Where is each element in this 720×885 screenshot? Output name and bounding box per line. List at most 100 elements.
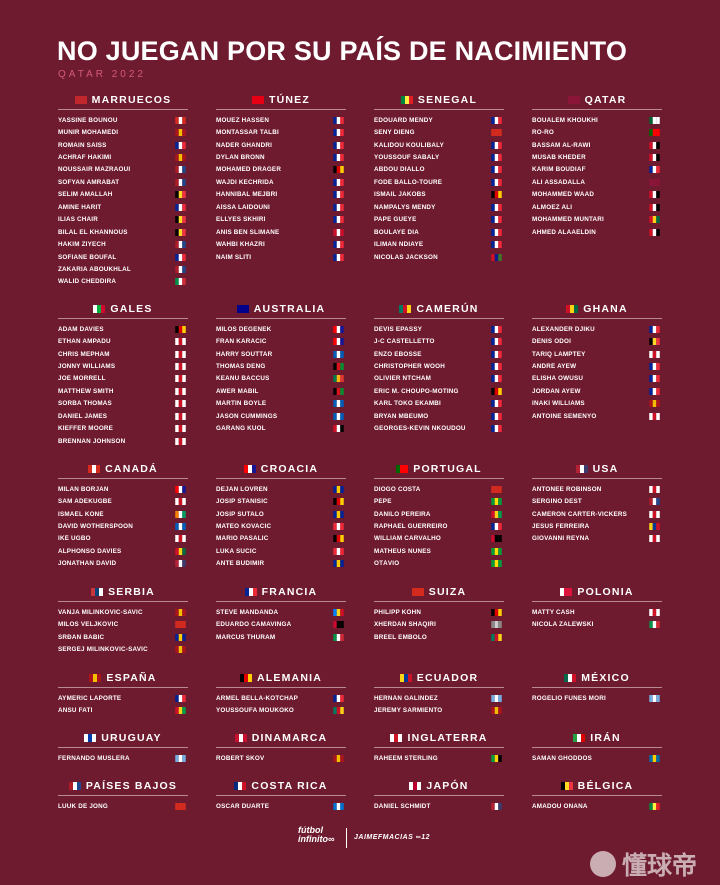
team-name: JAPÓN: [426, 780, 469, 792]
player-name: JONATHAN DAVID: [58, 560, 117, 568]
flag-icon: [175, 621, 186, 629]
player-row: BRYAN MBEUMO: [374, 410, 504, 422]
player-name: GARANG KUOL: [216, 425, 266, 433]
player-name: SERGIÑO DEST: [532, 498, 582, 506]
team-block: CROACIA DEJAN LOVREN JOSIP STANIŠIĆ JOSIP Š…: [216, 462, 346, 570]
player-row: SENY DIENG: [374, 126, 504, 138]
player-name: MILAN BORJAN: [58, 485, 109, 493]
flag-icon: [175, 154, 186, 162]
player-name: BREEL EMBOLO: [374, 633, 428, 641]
player-name: YASSINE BOUNOU: [58, 116, 118, 124]
player-name: ÉDOUARD MENDY: [374, 116, 433, 124]
flag-icon: [566, 305, 579, 313]
flag-icon: [560, 782, 573, 790]
player-name: CHRISTOPHER WOOH: [374, 363, 445, 371]
player-row: NAÏM SLITI: [216, 251, 346, 263]
player-row: ALI ASSADALLA: [532, 176, 662, 188]
player-row: STEVE MANDANDA: [216, 606, 346, 618]
player-name: AMINE HARIT: [58, 203, 102, 211]
flag-icon: [333, 141, 344, 149]
flag-icon: [333, 802, 344, 810]
player-name: ROMAIN SAÏSS: [58, 141, 107, 149]
flag-icon: [333, 350, 344, 358]
flag-icon: [564, 674, 577, 682]
team-header: POLONIA: [532, 585, 662, 602]
team-block: ESPAÑA AYMERIC LAPORTE ANSU FATI: [58, 671, 188, 717]
flag-icon: [333, 363, 344, 371]
player-row: ILIAS CHAIR: [58, 214, 188, 226]
team-block: USA ANTONEE ROBINSON SERGIÑO DEST CAMERON C…: [532, 462, 662, 545]
flag-icon: [175, 412, 186, 420]
player-row: SERGEJ MILINKOVIĆ-SAVIĆ: [58, 643, 188, 655]
player-row: KALIDOU KOULIBALY: [374, 139, 504, 151]
flag-icon: [333, 754, 344, 762]
flag-icon: [333, 191, 344, 199]
flag-icon: [175, 203, 186, 211]
player-name: SELIM AMALLAH: [58, 191, 113, 199]
player-name: WILLIAM CARVALHO: [374, 535, 441, 543]
flag-icon: [491, 387, 502, 395]
flag-icon: [175, 350, 186, 358]
team-name: MÉXICO: [581, 672, 630, 684]
player-name: ALI ASSADALLA: [532, 178, 586, 186]
team-block: GALES ADAM DAVIES ETHAN AMPADU CHRIS MEPHAM…: [58, 302, 188, 447]
player-name: FODÉ BALLO-TOURÉ: [374, 178, 443, 186]
flag-icon: [175, 707, 186, 715]
flag-icon: [491, 191, 502, 199]
player-row: VANJA MILINKOVIĆ-SAVIĆ: [58, 606, 188, 618]
player-row: J-C CASTELLETTO: [374, 335, 504, 347]
player-row: ADAM DAVIES: [58, 323, 188, 335]
flag-icon: [333, 241, 344, 249]
team-block: MARRUECOS YASSINE BOUNOU MUNIR MOHAMEDI ROM…: [58, 93, 188, 288]
flag-icon: [89, 674, 102, 682]
player-name: TARIQ LAMPTEY: [532, 350, 586, 358]
player-name: MARTIN BOYLE: [216, 400, 267, 408]
team-name: SENEGAL: [417, 94, 478, 106]
flag-icon: [175, 754, 186, 762]
watermark: 懂球帝: [590, 846, 697, 882]
player-name: DIOGO COSTA: [374, 485, 421, 493]
flag-icon: [175, 363, 186, 371]
player-row: EDUARDO CAMAVINGA: [216, 618, 346, 630]
player-name: STEVE MANDANDA: [216, 608, 279, 616]
player-name: ERIC M. CHOUPO-MOTING: [374, 387, 459, 395]
player-name: MATHEUS NUNES: [374, 547, 432, 555]
player-row: AÏSSA LAÏDOUNI: [216, 201, 346, 213]
player-row: RAPHAËL GUERREIRO: [374, 520, 504, 532]
player-name: HERNÁN GALÍNDEZ: [374, 694, 438, 702]
player-name: MATEO KOVAČIĆ: [216, 523, 272, 531]
player-name: ABDOU DIALLO: [374, 166, 425, 174]
team-name: ALEMANIA: [256, 672, 322, 684]
player-row: ACHRAF HAKIMI: [58, 151, 188, 163]
flag-icon: [333, 694, 344, 702]
player-name: KARIM BOUDIAF: [532, 166, 586, 174]
flag-icon: [399, 305, 412, 313]
player-name: ISMAIL JAKOBS: [374, 191, 426, 199]
team-name: CANADÁ: [105, 463, 158, 475]
flag-icon: [88, 465, 101, 473]
player-row: DEVIS EPASSY: [374, 323, 504, 335]
flag-icon: [175, 523, 186, 531]
team-header: CANADÁ: [58, 462, 188, 479]
player-name: PEPE: [374, 498, 392, 506]
player-row: BOUALEM KHOUKHI: [532, 114, 662, 126]
player-row: MOUEZ HASSEN: [216, 114, 346, 126]
player-name: GIOVANNI REYNA: [532, 535, 590, 543]
flag-icon: [333, 375, 344, 383]
flag-icon: [175, 141, 186, 149]
flag-icon: [175, 802, 186, 810]
player-row: ABDOU DIALLO: [374, 164, 504, 176]
player-row: SAM ADEKUGBE: [58, 495, 188, 507]
flag-icon: [333, 129, 344, 137]
flag-icon: [175, 437, 186, 445]
team-name: ESPAÑA: [106, 672, 157, 684]
flag-icon: [175, 325, 186, 333]
player-name: BRYAN MBEUMO: [374, 412, 429, 420]
flag-icon: [491, 203, 502, 211]
player-name: ILIMAN NDIAYE: [374, 241, 424, 249]
player-row: MOHAMMED WAAD: [532, 189, 662, 201]
player-row: JEREMY SARMIENTO: [374, 704, 504, 716]
player-name: DANIEL SCHMIDT: [374, 802, 431, 810]
flag-icon: [175, 646, 186, 654]
flag-icon: [175, 338, 186, 346]
